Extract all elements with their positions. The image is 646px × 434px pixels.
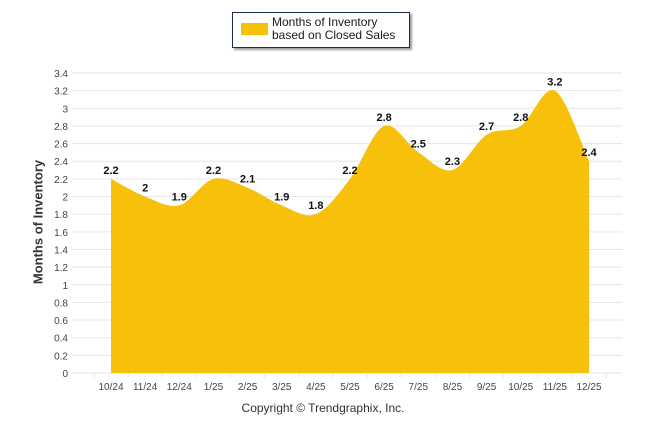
x-tick-label: 10/24 bbox=[98, 382, 123, 393]
x-tick-label: 4/25 bbox=[306, 382, 326, 393]
data-label: 2.2 bbox=[206, 165, 221, 177]
data-label: 2.8 bbox=[513, 112, 528, 124]
y-tick-label: 1.6 bbox=[54, 228, 68, 239]
x-tick-label: 3/25 bbox=[272, 382, 292, 393]
data-label: 3.2 bbox=[547, 77, 562, 89]
x-tick-label: 12/25 bbox=[576, 382, 601, 393]
x-tick-label: 2/25 bbox=[238, 382, 258, 393]
y-tick-label: 3 bbox=[62, 104, 68, 115]
y-tick-label: 1 bbox=[62, 281, 68, 292]
y-tick-label: 0.4 bbox=[54, 334, 68, 345]
x-tick-label: 5/25 bbox=[340, 382, 360, 393]
x-tick-label: 6/25 bbox=[374, 382, 394, 393]
y-tick-label: 2.4 bbox=[54, 157, 68, 168]
x-tick-label: 9/25 bbox=[477, 382, 497, 393]
y-tick-label: 3.2 bbox=[54, 87, 68, 98]
x-tick-label: 11/24 bbox=[133, 382, 158, 393]
area-fill bbox=[111, 89, 589, 373]
y-tick-label: 1.8 bbox=[54, 210, 68, 221]
data-label: 2.1 bbox=[240, 174, 255, 186]
legend-swatch bbox=[241, 23, 268, 35]
y-tick-label: 2.8 bbox=[54, 122, 68, 133]
data-label: 1.9 bbox=[274, 191, 289, 203]
y-tick-label: 0.8 bbox=[54, 298, 68, 309]
area-series bbox=[110, 89, 590, 373]
y-tick-label: 3.4 bbox=[54, 69, 68, 80]
y-tick-label: 2.6 bbox=[54, 140, 68, 151]
y-tick-label: 0.2 bbox=[54, 351, 68, 362]
data-label: 2 bbox=[142, 183, 148, 195]
x-tick-label: 8/25 bbox=[443, 382, 463, 393]
data-labels: 2.2 2 1.9 2.2 2.1 1.9 1.8 2.2 2.8 2.5 2.3 2.7 2.8 3.2… bbox=[103, 77, 597, 213]
legend-label: Months of Inventory based on Closed Sale… bbox=[272, 15, 396, 42]
data-label: 1.9 bbox=[172, 191, 187, 203]
y-tick-label: 0.6 bbox=[54, 316, 68, 327]
x-tick-label: 11/25 bbox=[543, 382, 568, 393]
y-tick-label: 1.2 bbox=[54, 263, 68, 274]
copyright-text: Copyright © Trendgraphix, Inc. bbox=[241, 401, 405, 415]
x-tick-label: 1/25 bbox=[204, 382, 224, 393]
y-axis-label: Months of Inventory bbox=[30, 159, 46, 285]
x-tick-label: 10/25 bbox=[508, 382, 533, 393]
data-label: 2.4 bbox=[581, 147, 597, 159]
legend: Months of Inventory based on Closed Sale… bbox=[232, 12, 410, 48]
data-label: 2.7 bbox=[479, 121, 494, 133]
y-tick-labels: 0 0.2 0.4 0.6 0.8 1 1.2 1.4 1.6 1.8 2 2.2 2.4 2.6 2.8 3… bbox=[54, 69, 68, 380]
data-label: 2.8 bbox=[376, 112, 391, 124]
x-tick-label: 7/25 bbox=[409, 382, 429, 393]
data-label: 2.5 bbox=[411, 138, 426, 150]
data-label: 1.8 bbox=[308, 200, 323, 212]
data-label: 2.2 bbox=[103, 165, 118, 177]
y-tick-label: 2.2 bbox=[54, 175, 68, 186]
x-tick-label: 12/24 bbox=[167, 382, 192, 393]
x-tick-labels: 10/24 11/24 12/24 1/25 2/25 3/25 4/25 5/25 6/25 7… bbox=[98, 382, 601, 393]
y-tick-label: 2 bbox=[62, 193, 68, 204]
y-tick-label: 1.4 bbox=[54, 245, 68, 256]
data-label: 2.2 bbox=[342, 165, 357, 177]
y-tick-label: 0 bbox=[62, 369, 68, 380]
data-label: 2.3 bbox=[445, 156, 460, 168]
